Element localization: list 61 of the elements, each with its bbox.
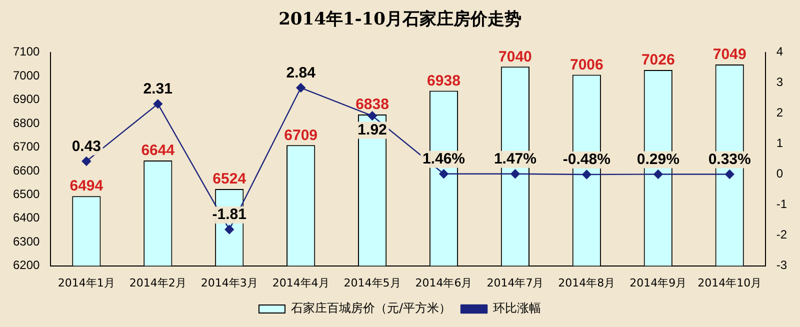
data-label: 6524 [212, 170, 247, 188]
data-label: 2.84 [286, 64, 316, 82]
data-label: 1.47% [494, 150, 536, 168]
point [510, 169, 520, 178]
y-tick-label: 6400 [12, 210, 40, 225]
y2-tick-label: 4 [776, 44, 784, 59]
data-label: 6494 [70, 178, 104, 195]
data-label: -1.81 [212, 206, 246, 224]
y2-tick-label: -1 [776, 197, 788, 212]
y-tick-label: 6200 [12, 258, 40, 272]
point [82, 156, 92, 166]
data-label: 7006 [570, 56, 604, 74]
x-tick-label: 2014年8月 [558, 276, 616, 290]
data-label: 6709 [284, 126, 318, 144]
y2-tick-label: 2 [776, 106, 784, 120]
y2-tick-label: -3 [776, 258, 788, 272]
point [582, 170, 592, 180]
y-tick-label: 6700 [12, 140, 40, 154]
x-tick-label: 2014年3月 [200, 276, 258, 290]
y-tick-label: 6500 [12, 186, 40, 201]
legend-label: 环比涨幅 [493, 301, 542, 316]
x-tick-label: 2014年4月 [272, 276, 330, 290]
data-label: 7026 [641, 52, 675, 69]
data-label: 2.31 [143, 80, 172, 98]
data-label: 6938 [427, 72, 460, 90]
chart-title: 2014年1-10月石家庄房价走势 [278, 10, 522, 30]
y-tick-label: 6900 [12, 92, 40, 106]
y2-tick-label: 0 [776, 166, 784, 181]
data-label: 7040 [498, 48, 532, 66]
x-tick-label: 2014年2月 [129, 276, 186, 290]
data-label: 1.46% [422, 150, 466, 168]
y-tick-label: 6600 [12, 163, 40, 178]
data-label: 0.43 [72, 138, 102, 155]
data-label: 7049 [712, 46, 746, 64]
x-tick-label: 2014年6月 [415, 276, 472, 290]
point [439, 169, 448, 178]
y-tick-label: 6300 [12, 234, 40, 248]
y2-tick-label: 1 [776, 136, 784, 150]
data-label: 6838 [356, 96, 389, 114]
data-label: 0.33% [708, 150, 751, 168]
x-tick-label: 2014年7月 [486, 276, 544, 290]
point [153, 99, 162, 109]
y-tick-label: 7000 [12, 68, 40, 82]
legend-label: 石家庄百城房价（元/平方米） [290, 301, 452, 316]
point [296, 83, 306, 92]
point [224, 224, 234, 234]
data-label: -0.48% [562, 151, 610, 168]
point [368, 111, 377, 120]
point [725, 170, 734, 179]
y2-tick-label: 3 [776, 75, 784, 90]
y-tick-label: 6800 [12, 116, 40, 130]
point [654, 170, 663, 179]
y2-tick-label: -2 [776, 228, 788, 242]
data-label: 6644 [141, 142, 176, 160]
data-label: 1.92 [358, 121, 387, 138]
y-tick-label: 7100 [12, 44, 40, 59]
x-tick-label: 2014年1月 [58, 276, 115, 290]
x-tick-label: 2014年9月 [630, 276, 687, 290]
x-tick-label: 2014年5月 [344, 276, 401, 290]
data-label: 0.29% [636, 150, 680, 168]
x-tick-label: 2014年10月 [698, 276, 762, 290]
